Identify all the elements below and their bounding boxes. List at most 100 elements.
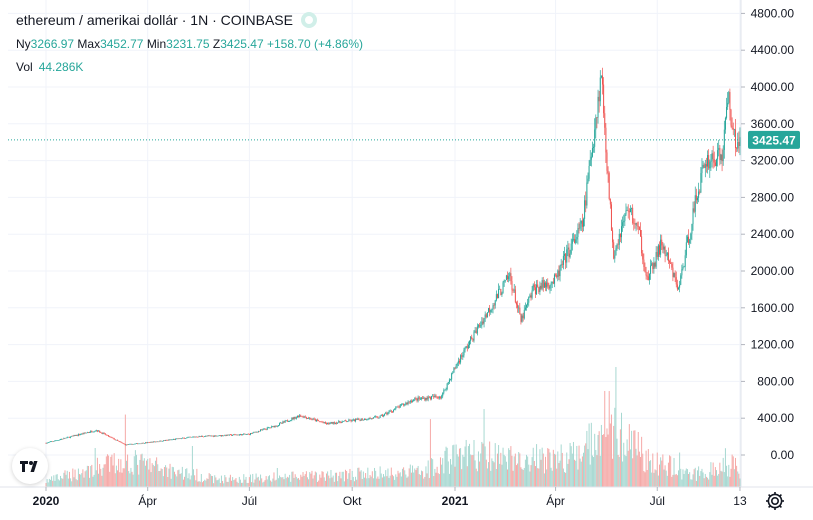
candle-body (214, 435, 216, 437)
candle-body (60, 439, 62, 440)
candle-body (692, 208, 694, 225)
price-axis[interactable]: 0.00 400.00 800.00 1200.00 1600.00 2000.00 240… (740, 0, 813, 487)
volume-bar (122, 468, 124, 487)
volume-bar (587, 449, 589, 487)
volume-bar (496, 453, 498, 487)
volume-bar (332, 475, 334, 487)
volume-bar (662, 454, 664, 487)
candle-body (396, 406, 398, 408)
candle-body (719, 147, 721, 161)
volume-bar (715, 470, 717, 487)
volume-bar (63, 472, 65, 487)
symbol-legend[interactable]: ethereum / amerikai dollár · 1N · COINBA… (16, 12, 317, 29)
volume-bar (60, 475, 62, 487)
volume-bar (286, 476, 288, 487)
volume-bar (136, 454, 138, 487)
volume-bar (518, 452, 520, 487)
candle-body (312, 418, 314, 420)
volume-bar (177, 470, 179, 487)
candle-body (549, 285, 551, 289)
candle-body (112, 437, 114, 439)
symbol-title: ethereum / amerikai dollár · 1N · COINBA… (16, 12, 293, 28)
volume-bar (312, 478, 314, 487)
volume-bar (279, 475, 281, 487)
candle-body (122, 443, 124, 444)
candle-body (348, 419, 350, 422)
candle-body (623, 220, 625, 223)
candle-body (732, 128, 734, 130)
candle-body (603, 84, 605, 114)
candle-body (484, 314, 486, 319)
volume-bar (690, 479, 692, 487)
candle-body (470, 336, 472, 341)
gear-icon[interactable] (764, 490, 786, 512)
candle-body (641, 236, 643, 254)
candle-body (238, 434, 240, 436)
candle-body (578, 228, 580, 229)
candle-body (132, 444, 134, 445)
candle-body (415, 398, 417, 399)
candle-body (233, 434, 235, 436)
volume-bar (543, 473, 545, 487)
volume-bar (302, 472, 304, 487)
volume-bar (471, 455, 473, 487)
volume-bar (621, 412, 623, 487)
volume-bar (633, 430, 635, 487)
candle-body (555, 274, 557, 276)
volume-bar (142, 460, 144, 487)
candle-body (177, 438, 179, 440)
volume-bar (419, 474, 421, 487)
candle-body (178, 438, 180, 439)
volume-bar (150, 472, 152, 487)
time-axis[interactable]: 2020 Ápr Júl Okt 2021 Ápr Júl 13 (0, 486, 813, 520)
high-label: Max (77, 37, 101, 51)
tradingview-logo-glyph (20, 461, 38, 472)
candle-body (306, 418, 308, 419)
candle-body (684, 255, 686, 267)
volume-bar (68, 471, 70, 487)
candle-body (241, 434, 243, 436)
candle-body (254, 431, 256, 433)
volume-bar (84, 471, 86, 487)
volume-bar (653, 472, 655, 487)
volume-bar (380, 473, 382, 487)
candle-body (504, 280, 506, 281)
volume-bar (109, 471, 111, 487)
candle-body (73, 435, 75, 436)
candle-body (602, 75, 604, 85)
volume-bar (738, 473, 740, 487)
candle-body (194, 436, 196, 438)
volume-bar (454, 466, 456, 487)
volume-bar (631, 430, 633, 487)
candle-body (453, 368, 455, 373)
candle-body (190, 436, 192, 438)
volume-bar (730, 468, 732, 487)
volume-bar (196, 468, 198, 487)
candle-body (412, 401, 414, 402)
volume-bar (169, 463, 171, 487)
volume-bar (185, 468, 187, 487)
volume-bar (529, 471, 531, 487)
candle-body (184, 438, 186, 439)
volume-bar (688, 473, 690, 487)
candle-body (137, 443, 139, 444)
candle-body (702, 164, 704, 168)
candle-body (557, 270, 559, 278)
price-tick-label: 3200.00 (751, 154, 795, 168)
volume-bar (536, 444, 538, 487)
candle-body (261, 429, 263, 431)
candle-body (540, 285, 542, 289)
candle-body (409, 400, 411, 403)
tradingview-logo-icon[interactable] (12, 448, 48, 484)
volume-bar (129, 473, 131, 487)
candle-body (99, 430, 101, 433)
candle-body (323, 421, 325, 423)
candle-body (712, 153, 714, 160)
candle-body (256, 431, 258, 433)
volume-bar (199, 481, 201, 487)
candle-body (70, 436, 72, 438)
candle-body (239, 434, 241, 435)
volume-bar (559, 460, 561, 487)
